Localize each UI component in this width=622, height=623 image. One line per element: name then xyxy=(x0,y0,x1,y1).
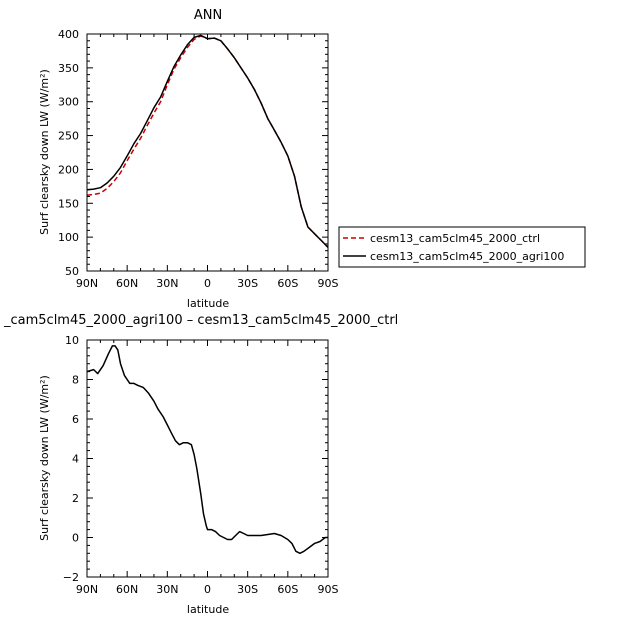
y-tick-label: 6 xyxy=(72,413,79,426)
chart-title: _cam5clm45_2000_agri100 – cesm13_cam5clm… xyxy=(3,313,398,328)
legend-label-agri100: cesm13_cam5clm45_2000_agri100 xyxy=(370,250,564,263)
y-tick-label: 400 xyxy=(58,28,79,41)
x-tick-label: 60S xyxy=(277,583,298,596)
y-axis-label: Surf clearsky down LW (W/m²) xyxy=(38,375,51,541)
y-tick-label: 100 xyxy=(58,231,79,244)
legend-box xyxy=(338,226,586,268)
y-tick-label: 150 xyxy=(58,197,79,210)
chart-title: ANN xyxy=(194,8,222,23)
series-layer xyxy=(86,345,328,555)
plot-frame xyxy=(86,339,329,578)
x-tick-label: 30N xyxy=(156,277,178,290)
series-line-0 xyxy=(86,345,328,555)
x-tick-label: 90S xyxy=(318,583,339,596)
x-tick-label: 0 xyxy=(204,583,211,596)
y-tick-label: 350 xyxy=(58,62,79,75)
x-tick-label: 30N xyxy=(156,583,178,596)
x-axis-label: latitude xyxy=(187,297,229,310)
y-tick-label: 8 xyxy=(72,374,79,387)
legend: cesm13_cam5clm45_2000_ctrl cesm13_cam5cl… xyxy=(338,226,586,268)
y-tick-label: 250 xyxy=(58,130,79,143)
plot-frame xyxy=(86,33,329,272)
series-layer xyxy=(86,34,329,248)
tick-layer: 90N 60N 30N 0 30S 60S 90S 50 100 150 200 250 300 350 4… xyxy=(58,28,339,290)
series-line-0 xyxy=(86,35,329,248)
x-tick-label: 30S xyxy=(237,277,258,290)
x-tick-label: 90N xyxy=(76,583,98,596)
x-tick-label: 30S xyxy=(237,583,258,596)
x-tick-label: 60N xyxy=(116,583,138,596)
y-tick-label: 200 xyxy=(58,163,79,176)
legend-label-ctrl: cesm13_cam5clm45_2000_ctrl xyxy=(370,232,540,245)
bottom-chart: _cam5clm45_2000_agri100 – cesm13_cam5clm… xyxy=(3,313,398,616)
x-tick-label: 60S xyxy=(277,277,298,290)
y-tick-label: 0 xyxy=(72,532,79,545)
y-tick-label: 2 xyxy=(72,492,79,505)
y-tick-label: −2 xyxy=(63,571,79,584)
x-tick-label: 0 xyxy=(204,277,211,290)
x-tick-label: 90N xyxy=(76,277,98,290)
y-axis-label: Surf clearsky down LW (W/m²) xyxy=(38,69,51,235)
series-line-1 xyxy=(86,34,329,248)
x-tick-label: 90S xyxy=(318,277,339,290)
y-tick-label: 4 xyxy=(72,453,79,466)
tick-layer: 90N 60N 30N 0 30S 60S 90S −2 0 2 4 6 8 10 xyxy=(63,334,339,596)
top-chart: ANN Surf clearsky down LW (W/m²) latitud… xyxy=(38,8,339,310)
y-tick-label: 10 xyxy=(65,334,79,347)
x-axis-label: latitude xyxy=(187,603,229,616)
x-tick-label: 60N xyxy=(116,277,138,290)
y-tick-label: 50 xyxy=(65,265,79,278)
y-tick-label: 300 xyxy=(58,96,79,109)
